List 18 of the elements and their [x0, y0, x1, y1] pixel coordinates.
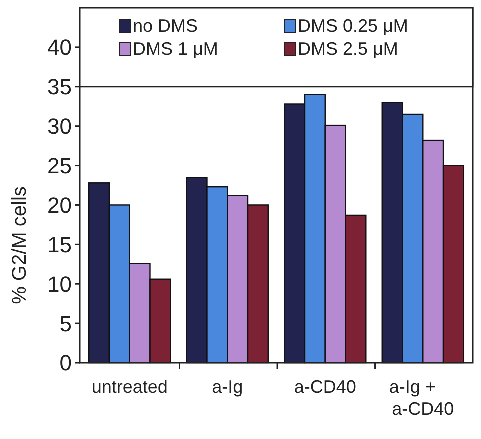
x-tick-label: a-CD40: [294, 377, 356, 397]
legend-label: DMS 0.25 μM: [298, 16, 408, 36]
legend-label: no DMS: [133, 16, 198, 36]
y-tick-label: 0: [60, 350, 72, 376]
y-tick-label: 20: [48, 192, 72, 218]
x-tick-label: a-Ig + a-CD40: [389, 377, 454, 419]
legend-label: DMS 2.5 μM: [298, 39, 398, 59]
y-tick-label: 30: [48, 114, 72, 140]
x-tick-label: untreated: [92, 377, 168, 397]
y-tick-label: 10: [48, 272, 72, 297]
y-tick-label: 35: [48, 74, 72, 100]
y-tick-label: 15: [48, 232, 72, 258]
y-tick-label: 25: [48, 153, 72, 178]
y-tick-label: 40: [48, 35, 72, 60]
y-tick-label: 5: [60, 311, 72, 336]
legend-label: DMS 1 μM: [133, 39, 218, 59]
x-tick-label: a-Ig: [212, 377, 244, 397]
y-axis-title: % G2/M cells: [9, 186, 31, 304]
